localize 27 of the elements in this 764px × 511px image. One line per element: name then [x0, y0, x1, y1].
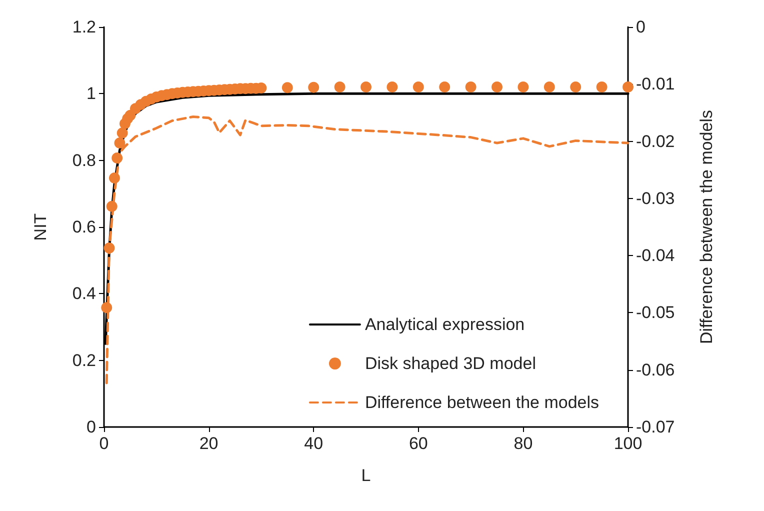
legend-label: Analytical expression	[364, 315, 525, 334]
y-tick-label: 1	[86, 84, 96, 104]
y2-tick-label: -0.03	[636, 188, 675, 208]
y-tick-label: 0.4	[72, 284, 96, 304]
x-tick-label: 0	[99, 434, 109, 453]
legend-label: Difference between the models	[364, 393, 600, 412]
y2-tick-label: -0.04	[636, 246, 675, 266]
y2-tick-label: -0.06	[636, 360, 675, 380]
x-tick-label: 80	[514, 434, 533, 453]
y-tick-label: 1.2	[72, 18, 96, 36]
y-tick-label: 0.8	[72, 150, 96, 170]
y-tick-label: 0	[86, 418, 96, 436]
y2-tick-label: 0	[636, 18, 646, 36]
x-tick-label: 100	[614, 434, 642, 453]
y-axis-title: NIT	[31, 213, 50, 241]
y-tick-label: 0.2	[72, 350, 96, 370]
legend-label: Disk shaped 3D model	[364, 354, 536, 373]
y2-tick-label: -0.05	[636, 303, 675, 322]
x-axis-title: L	[361, 466, 371, 485]
y2-tick-label: -0.01	[636, 74, 675, 94]
x-tick-label: 40	[304, 434, 324, 453]
y2-axis-title: Difference between the models	[697, 110, 716, 344]
y2-tick-label: -0.02	[636, 132, 675, 151]
y-tick-label: 0.6	[72, 218, 96, 236]
y2-tick-label: -0.07	[636, 418, 675, 436]
x-tick-label: 20	[199, 434, 218, 453]
x-tick-label: 60	[408, 434, 428, 453]
